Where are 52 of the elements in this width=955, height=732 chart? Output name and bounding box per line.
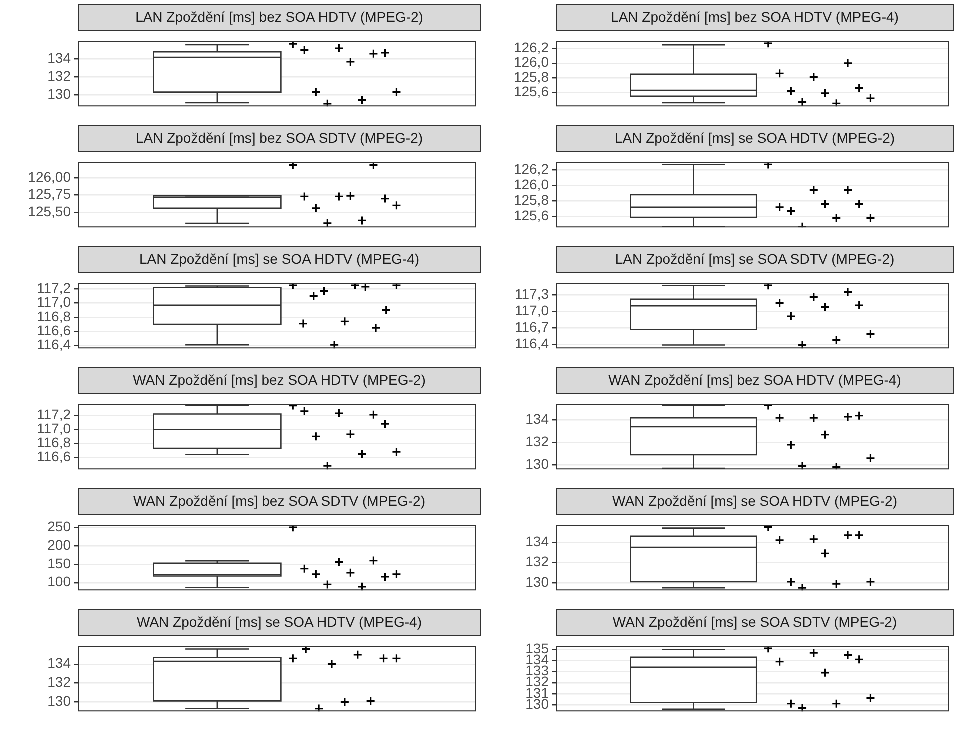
y-tick-label: 116,4 — [37, 336, 72, 353]
y-tick-label: 100 — [48, 574, 72, 590]
chart-title: LAN Zpoždění [ms] bez SOA HDTV (MPEG-4) — [556, 4, 954, 31]
y-tick-label: 116,4 — [515, 336, 550, 352]
y-tick-label: 117,0 — [37, 420, 72, 436]
chart-title: WAN Zpoždění [ms] se SOA HDTV (MPEG-4) — [78, 609, 481, 636]
y-tick-label: 200 — [48, 536, 72, 553]
y-tick-label: 125,50 — [28, 203, 72, 220]
chart-title: LAN Zpoždění [ms] se SOA HDTV (MPEG-4) — [78, 246, 481, 273]
y-tick-label: 125,75 — [28, 186, 72, 202]
chart-title: LAN Zpoždění [ms] se SOA SDTV (MPEG-2) — [556, 246, 954, 273]
chart-title: WAN Zpoždění [ms] bez SOA HDTV (MPEG-2) — [78, 367, 481, 394]
y-tick-label: 117,2 — [37, 280, 72, 296]
y-tick-label: 125,8 — [514, 68, 550, 85]
y-tick-label: 117,0 — [37, 294, 72, 310]
y-tick-label: 116,6 — [37, 322, 72, 338]
chart-title: LAN Zpoždění [ms] bez SOA HDTV (MPEG-2) — [78, 4, 481, 31]
y-tick-label: 130 — [526, 456, 550, 472]
chart-title: WAN Zpoždění [ms] bez SOA SDTV (MPEG-2) — [78, 488, 481, 515]
y-tick-label: 134 — [48, 655, 72, 672]
y-tick-label: 126,00 — [28, 169, 72, 186]
y-tick-label: 117,3 — [515, 286, 550, 302]
y-tick-label: 130 — [526, 574, 550, 590]
y-tick-label: 116,6 — [37, 448, 72, 465]
y-tick-label: 125,8 — [514, 192, 550, 208]
y-tick-label: 130 — [48, 86, 72, 102]
y-tick-label: 117,0 — [515, 302, 550, 318]
y-tick-label: 116,8 — [37, 434, 72, 451]
chart-title: WAN Zpoždění [ms] bez SOA HDTV (MPEG-4) — [556, 367, 954, 394]
y-tick-label: 125,6 — [514, 84, 550, 100]
chart-title: WAN Zpoždění [ms] se SOA HDTV (MPEG-2) — [556, 488, 954, 515]
y-tick-label: 250 — [48, 518, 72, 534]
y-tick-label: 134 — [526, 411, 550, 428]
y-tick-label: 134 — [48, 50, 72, 66]
y-tick-label: 132 — [526, 434, 550, 450]
chart-title: LAN Zpoždění [ms] se SOA HDTV (MPEG-2) — [556, 125, 954, 152]
y-tick-label: 132 — [48, 68, 72, 84]
y-tick-label: 132 — [48, 674, 72, 690]
chart-title: WAN Zpoždění [ms] se SOA SDTV (MPEG-2) — [556, 609, 954, 636]
chart-title: LAN Zpoždění [ms] bez SOA SDTV (MPEG-2) — [78, 125, 481, 152]
y-tick-label: 126,2 — [514, 40, 550, 56]
y-tick-label: 126,0 — [514, 176, 550, 193]
y-tick-label: 126,0 — [514, 54, 550, 70]
y-tick-label: 150 — [48, 555, 72, 572]
y-tick-label: 132 — [526, 554, 550, 570]
y-tick-label: 130 — [48, 693, 72, 710]
y-tick-label: 125,6 — [514, 208, 550, 224]
y-tick-label: 117,2 — [37, 406, 72, 422]
y-tick-label: 116,7 — [515, 319, 550, 336]
y-tick-label: 134 — [526, 533, 550, 550]
y-tick-label: 116,8 — [37, 308, 72, 324]
y-tick-label: 126,2 — [514, 161, 550, 178]
